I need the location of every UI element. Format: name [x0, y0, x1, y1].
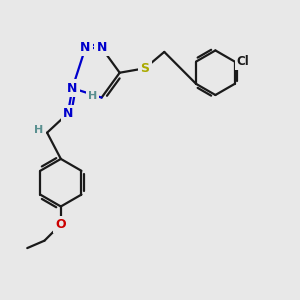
- Text: O: O: [56, 218, 66, 231]
- Text: N: N: [80, 41, 91, 54]
- Text: Cl: Cl: [237, 55, 249, 68]
- Text: N: N: [96, 41, 107, 54]
- Text: H: H: [88, 91, 97, 101]
- Text: S: S: [140, 62, 149, 75]
- Text: H: H: [34, 125, 43, 135]
- Text: N: N: [63, 107, 73, 120]
- Text: N: N: [67, 82, 78, 94]
